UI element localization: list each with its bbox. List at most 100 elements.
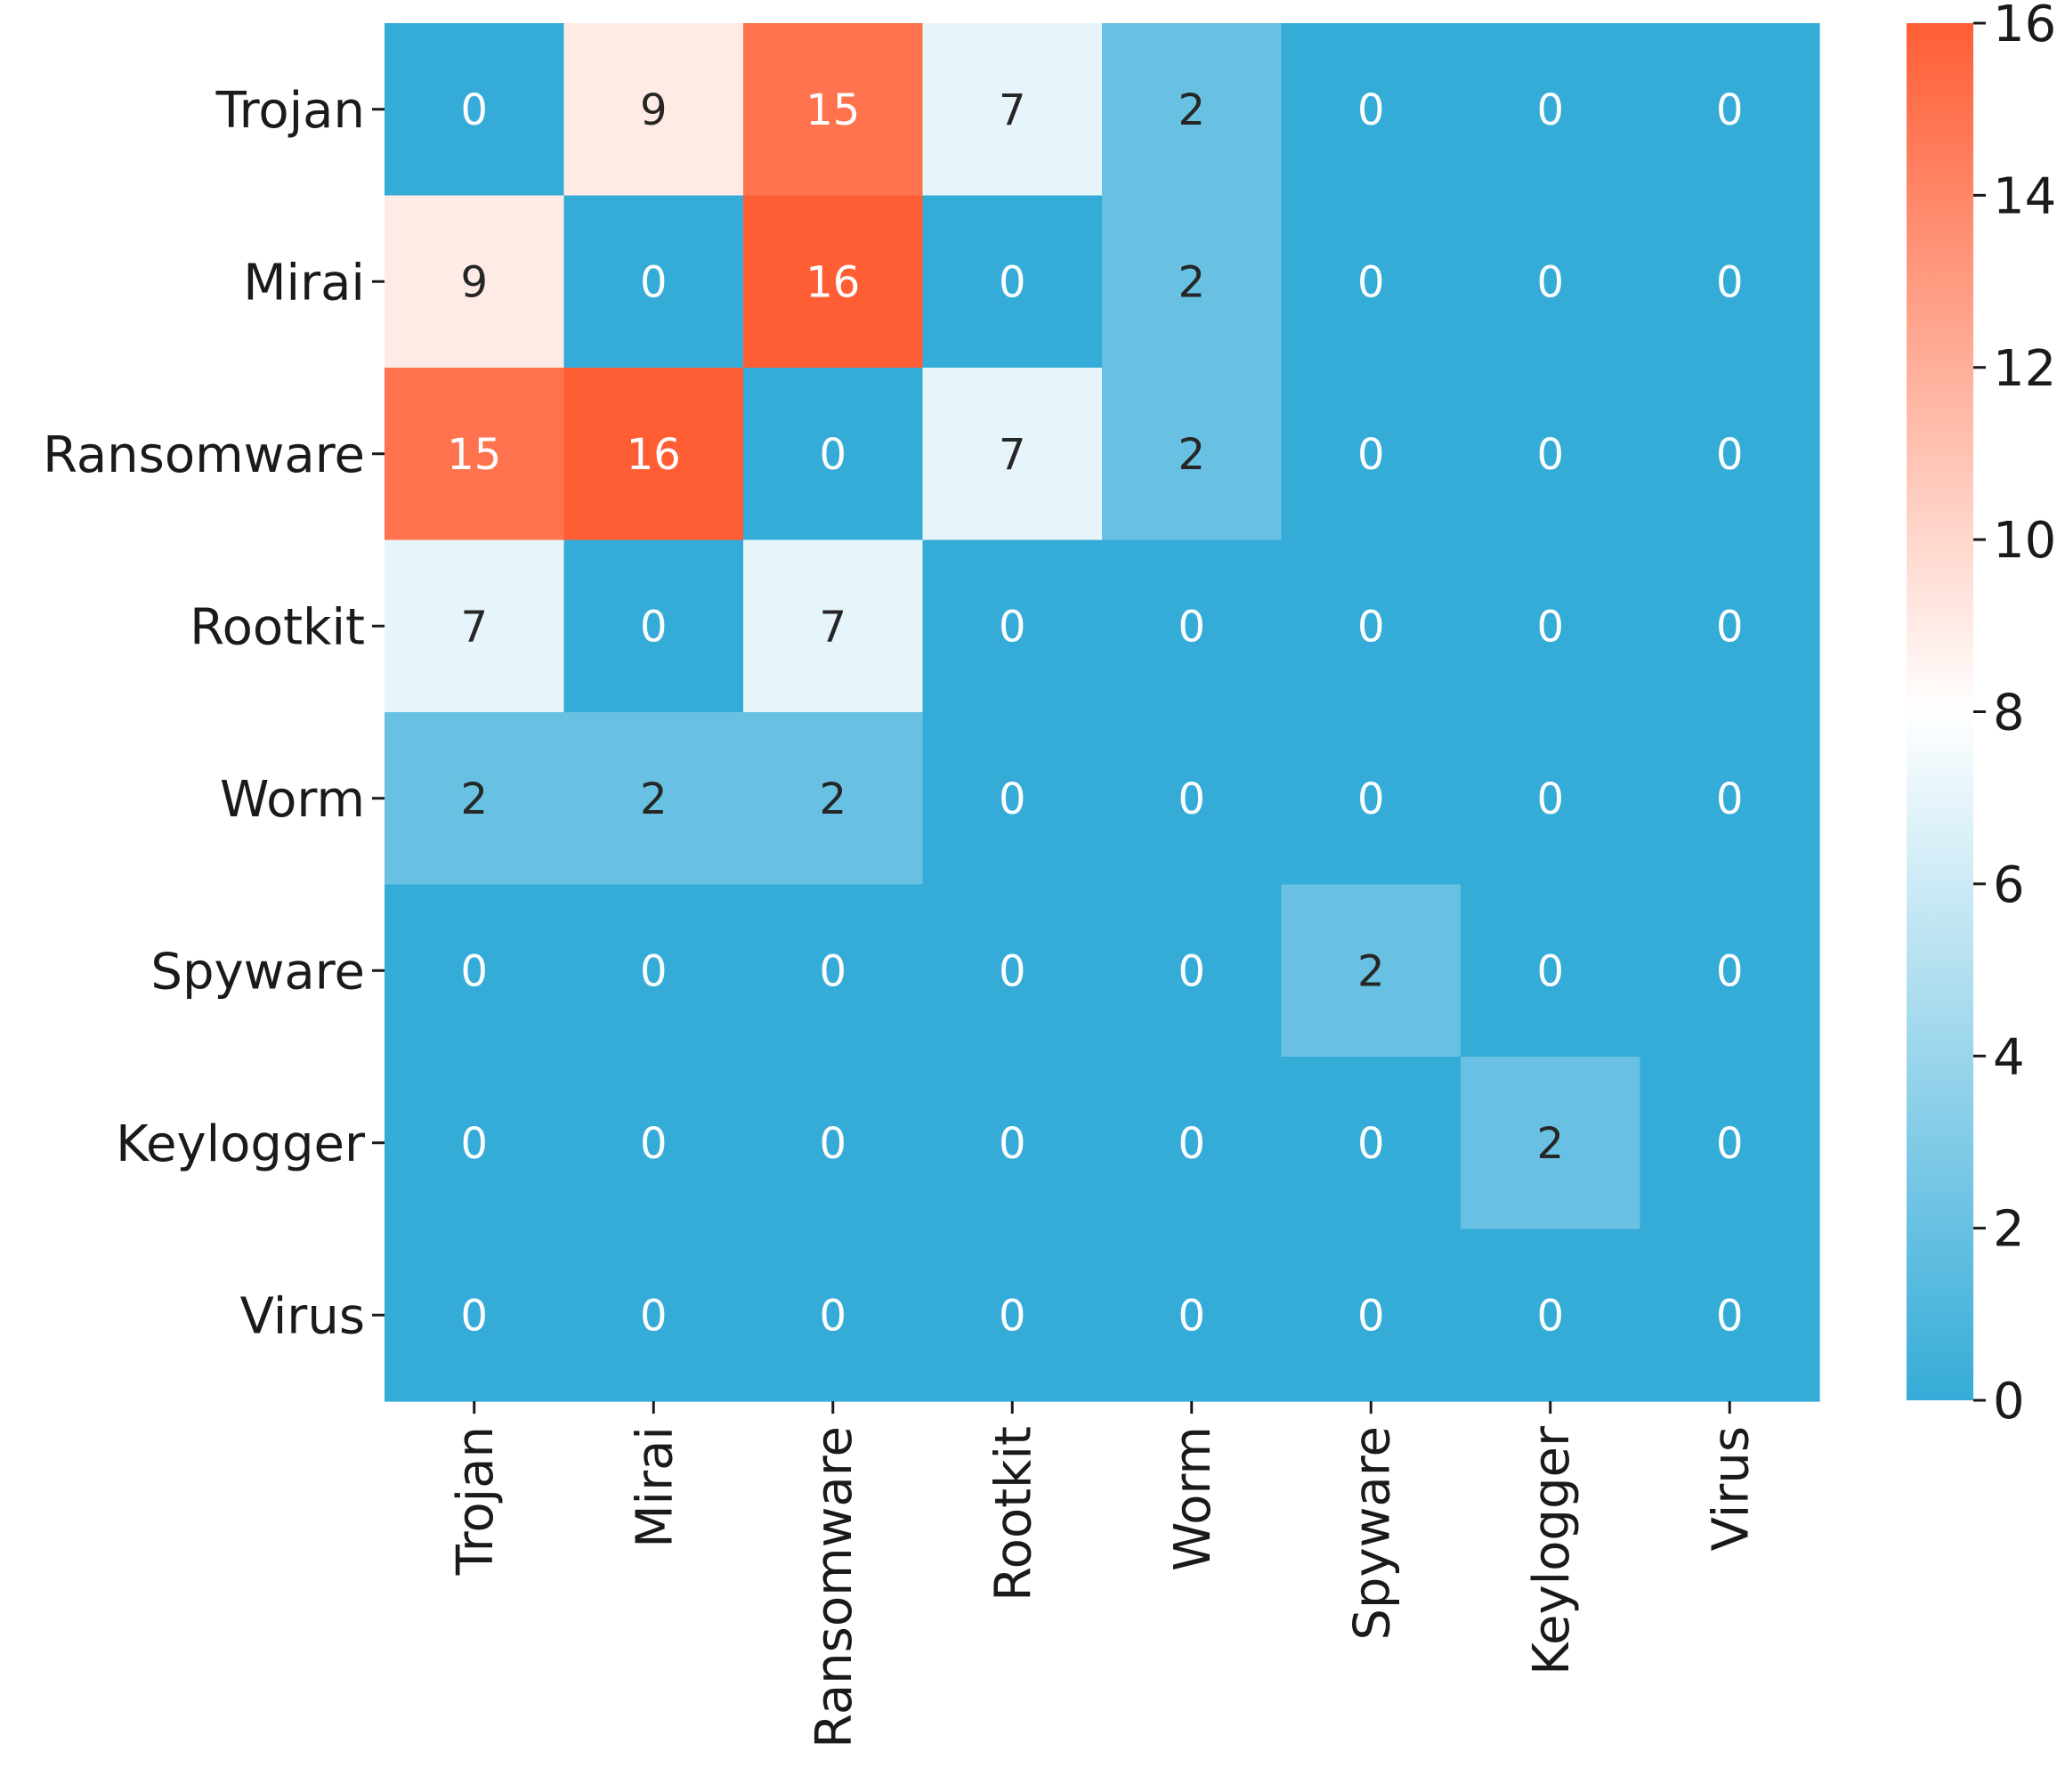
y-tick-label: Trojan	[215, 82, 365, 140]
cell-value-label: 7	[999, 85, 1026, 135]
heatmap-cell-spyware-spyware	[1281, 884, 1462, 1058]
heatmap-cell-virus-keylogger	[1461, 1228, 1641, 1402]
heatmap-cell-ransomware-spyware	[1281, 368, 1462, 541]
heatmap-cell-trojan-rootkit	[922, 23, 1103, 197]
colorbar-tick-label: 10	[1993, 512, 2056, 570]
x-tick-label: Rootkit	[984, 1426, 1042, 1601]
cell-value-label: 2	[1536, 1119, 1564, 1169]
heatmap-cell-rootkit-rootkit	[922, 539, 1103, 713]
heatmap-cell-ransomware-rootkit	[922, 368, 1103, 541]
heatmap-cell-spyware-virus	[1640, 884, 1820, 1058]
heatmap-cell-mirai-spyware	[1281, 195, 1462, 369]
cell-value-label: 0	[1716, 602, 1744, 652]
cell-value-label: 0	[640, 1119, 668, 1169]
cell-value-label: 0	[460, 1119, 488, 1169]
cell-value-label: 0	[819, 430, 846, 480]
heatmap-cell-mirai-rootkit	[922, 195, 1103, 369]
heatmap-cell-virus-ransomware	[743, 1228, 924, 1402]
heatmap-cell-ransomware-mirai	[563, 368, 744, 541]
cell-value-label: 0	[460, 946, 488, 996]
heatmap-cell-spyware-mirai	[563, 884, 744, 1058]
heatmap-cell-keylogger-worm	[1102, 1057, 1283, 1230]
heatmap-cell-virus-trojan	[385, 1228, 565, 1402]
cell-value-label: 0	[1357, 257, 1385, 307]
cell-value-label: 0	[819, 1119, 846, 1169]
cell-value-label: 2	[1178, 257, 1205, 307]
cell-value-label: 0	[1178, 946, 1205, 996]
cell-value-label: 0	[1178, 1291, 1205, 1341]
cell-value-label: 2	[460, 774, 488, 824]
heatmap-cell-ransomware-trojan	[385, 368, 565, 541]
cell-value-label: 0	[1716, 430, 1744, 480]
cell-value-label: 0	[1536, 602, 1564, 652]
colorbar-tick-label: 12	[1993, 340, 2056, 398]
heatmap-cell-virus-spyware	[1281, 1228, 1462, 1402]
cell-value-label: 0	[1357, 774, 1385, 824]
x-tick-label: Worm	[1164, 1426, 1222, 1571]
heatmap-cell-keylogger-spyware	[1281, 1057, 1462, 1230]
colorbar-tick-label: 8	[1993, 685, 2025, 742]
heatmap-cell-mirai-mirai	[563, 195, 744, 369]
cell-value-label: 0	[999, 946, 1026, 996]
cell-value-label: 0	[1716, 257, 1744, 307]
cell-value-label: 0	[1716, 85, 1744, 135]
cell-value-label: 0	[819, 1291, 846, 1341]
heatmap-cell-worm-rootkit	[922, 712, 1103, 886]
cell-value-label: 0	[999, 774, 1026, 824]
heatmap-cell-labels: 0 9 15 7 2 0 0 0 9 0 16 0 2 0 0 0 15 16 0 7 2 0 0 0 7 0 7 0 0 0 0 0 2 2 2 0…	[447, 85, 1743, 1342]
heatmap-cell-trojan-virus	[1640, 23, 1820, 197]
colorbar-tick-label: 16	[1993, 0, 2056, 53]
cell-value-label: 0	[1357, 430, 1385, 480]
x-tick-label: Spyware	[1343, 1426, 1401, 1641]
colorbar-tick-label: 2	[1993, 1201, 2025, 1259]
heatmap-cell-spyware-keylogger	[1461, 884, 1641, 1058]
cell-value-label: 0	[640, 602, 668, 652]
cell-value-label: 0	[640, 946, 668, 996]
x-tick-label: Trojan	[447, 1426, 505, 1576]
heatmap-cell-spyware-ransomware	[743, 884, 924, 1058]
heatmap-cell-keylogger-ransomware	[743, 1057, 924, 1230]
cell-value-label: 2	[1178, 85, 1205, 135]
heatmap-cell-spyware-rootkit	[922, 884, 1103, 1058]
heatmap-cell-worm-keylogger	[1461, 712, 1641, 886]
heatmap-cell-keylogger-trojan	[385, 1057, 565, 1230]
heatmap-cell-trojan-mirai	[563, 23, 744, 197]
cell-value-label: 0	[999, 602, 1026, 652]
heatmap-cell-virus-worm	[1102, 1228, 1283, 1402]
colorbar-tick-label: 6	[1993, 856, 2025, 914]
cell-value-label: 9	[460, 257, 488, 307]
colorbar-tick-label: 4	[1993, 1028, 2025, 1086]
cell-value-label: 0	[460, 85, 488, 135]
cell-value-label: 2	[1178, 430, 1205, 480]
cell-value-label: 2	[819, 774, 846, 824]
y-tick-label: Mirai	[243, 254, 365, 312]
y-tick-label: Keylogger	[116, 1115, 366, 1173]
heatmap-cell-keylogger-keylogger	[1461, 1057, 1641, 1230]
cell-value-label: 16	[627, 430, 681, 480]
cell-value-label: 0	[1536, 774, 1564, 824]
heatmap-cell-rootkit-spyware	[1281, 539, 1462, 713]
heatmap-cell-worm-trojan	[385, 712, 565, 886]
cell-value-label: 2	[640, 774, 668, 824]
x-tick-label: Ransomware	[806, 1426, 863, 1748]
heatmap-cell-ransomware-ransomware	[743, 368, 924, 541]
cell-value-label: 0	[1178, 1119, 1205, 1169]
colorbar-tick-label: 14	[1993, 167, 2056, 225]
heatmap-cell-keylogger-mirai	[563, 1057, 744, 1230]
heatmap-cell-rootkit-trojan	[385, 539, 565, 713]
heatmap-cell-trojan-keylogger	[1461, 23, 1641, 197]
heatmap-cell-spyware-worm	[1102, 884, 1283, 1058]
cell-value-label: 0	[1357, 1291, 1385, 1341]
heatmap-cell-worm-mirai	[563, 712, 744, 886]
cell-value-label: 0	[1536, 430, 1564, 480]
heatmap-cell-mirai-virus	[1640, 195, 1820, 369]
colorbar-tick-label: 0	[1993, 1373, 2025, 1431]
cell-value-label: 0	[1357, 602, 1385, 652]
x-tick-label: Mirai	[626, 1426, 684, 1548]
heatmap-cell-keylogger-virus	[1640, 1057, 1820, 1230]
cell-value-label: 0	[1536, 1291, 1564, 1341]
cell-value-label: 0	[640, 257, 668, 307]
x-tick-label: Virus	[1702, 1426, 1760, 1551]
colorbar-gradient	[1907, 23, 1973, 1400]
